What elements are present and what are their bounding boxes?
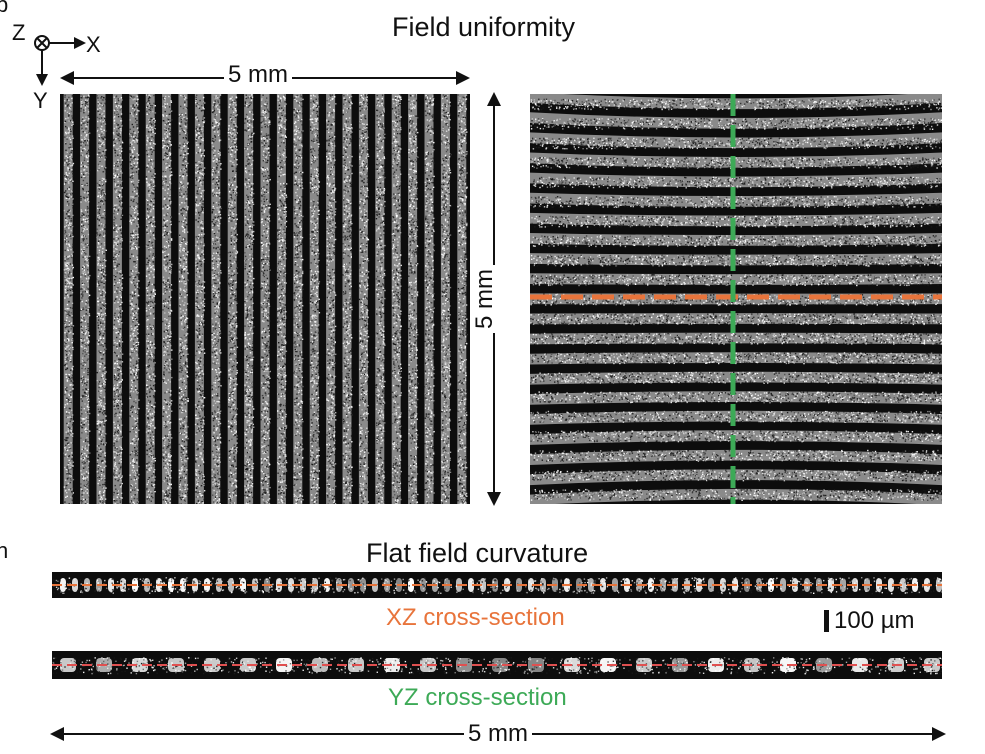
yz-cross-section-image [52,651,942,679]
scale-label-horizontal-bottom: 5 mm [464,721,532,747]
yz-section-line-green [727,94,739,504]
axis-z-label: Z [12,20,25,46]
scale-bar-label: 100 µm [834,607,915,635]
scale-label-vertical: 5 mm [472,265,498,333]
yz-cross-section-label: YZ cross-section [388,684,567,712]
scale-bar-100um [824,610,829,632]
field-uniformity-title: Field uniformity [392,12,575,43]
scale-label-horizontal-top: 5 mm [224,62,292,88]
axis-y-label: Y [33,88,48,114]
axis-x-label: X [86,32,101,58]
xz-cross-section-label: XZ cross-section [386,604,565,632]
xz-cross-section-image [52,572,942,598]
panel-letter-bottom-fragment: h [0,538,8,564]
flat-field-curvature-title: Flat field curvature [366,538,588,569]
panel-letter-top-fragment: b [0,0,8,18]
field-image-vertical-stripes [60,94,470,504]
